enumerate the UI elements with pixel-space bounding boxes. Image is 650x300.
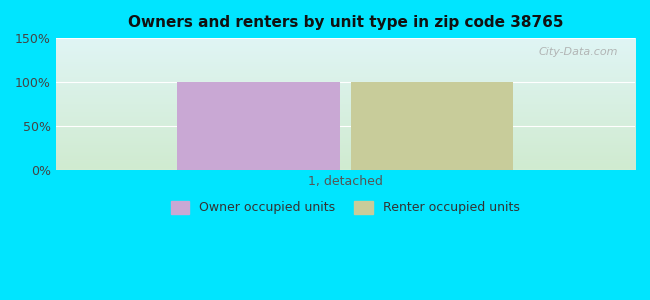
Bar <box>177 82 339 170</box>
Legend: Owner occupied units, Renter occupied units: Owner occupied units, Renter occupied un… <box>166 196 525 220</box>
Title: Owners and renters by unit type in zip code 38765: Owners and renters by unit type in zip c… <box>127 15 563 30</box>
Text: City-Data.com: City-Data.com <box>538 47 617 57</box>
Bar <box>351 82 514 170</box>
